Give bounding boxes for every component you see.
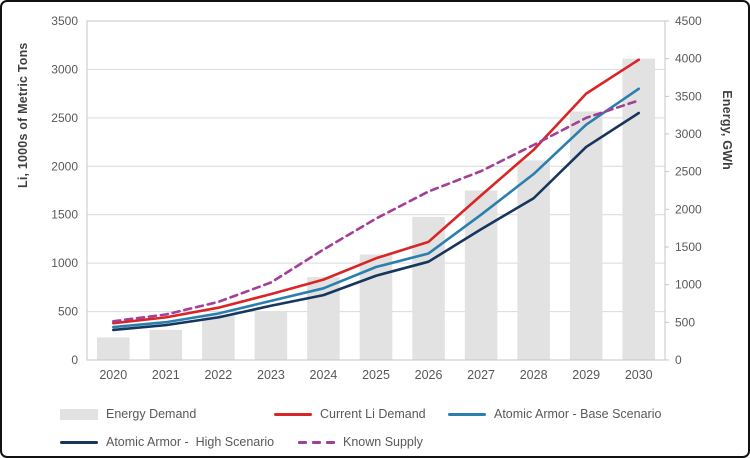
x-tick-label-2022: 2022 — [204, 368, 232, 382]
legend-item-atomic-armor-base-scenario: Atomic Armor - Base Scenario — [448, 406, 661, 422]
bar-2023 — [254, 311, 288, 360]
right-tick-label-3500: 3500 — [675, 89, 702, 103]
legend-item-known-supply: Known Supply — [298, 434, 423, 450]
bar-2021 — [149, 329, 183, 360]
legend-swatch-icon — [448, 412, 486, 416]
left-axis-title: Li, 1000s of Metric Tons — [16, 42, 30, 188]
x-tick-label-2021: 2021 — [152, 368, 180, 382]
right-tick-label-1000: 1000 — [675, 278, 702, 292]
x-tick-label-2026: 2026 — [415, 368, 443, 382]
x-tick-label-2030: 2030 — [625, 368, 653, 382]
bar-2030 — [622, 58, 656, 361]
left-tick-label-3000: 3000 — [51, 62, 78, 76]
legend-item-atomic-armor-high-scenario: Atomic Armor - High Scenario — [60, 434, 274, 450]
line-series-3 — [111, 99, 641, 323]
legend-swatch-icon — [298, 440, 335, 444]
bar-2026 — [412, 216, 445, 360]
bar-2020 — [96, 337, 130, 360]
x-tick-label-2029: 2029 — [572, 368, 600, 382]
chart-canvas: 0 500 1000 1500 2000 2500 3000 3500 0 500 1000 1500… — [51, 14, 702, 382]
right-tick-label-4000: 4000 — [675, 52, 702, 66]
right-tick-label-3000: 3000 — [675, 127, 702, 141]
x-tick-label-2024: 2024 — [310, 368, 338, 382]
legend-swatch-icon — [60, 440, 98, 444]
legend-swatch-icon — [60, 408, 98, 420]
legend-label: Current Li Demand — [320, 407, 426, 421]
right-tick-label-2000: 2000 — [675, 202, 702, 216]
left-tick-label-500: 500 — [58, 305, 78, 319]
right-tick-label-0: 0 — [675, 353, 682, 367]
legend-label: Known Supply — [343, 435, 423, 449]
bar-2029 — [569, 111, 603, 361]
left-tick-label-3500: 3500 — [51, 14, 78, 28]
right-tick-label-4500: 4500 — [675, 14, 702, 28]
legend-label: Energy Demand — [106, 407, 197, 421]
left-tick-label-2000: 2000 — [51, 159, 78, 173]
left-tick-label-2500: 2500 — [51, 111, 78, 125]
legend-item-current-li-demand: Current Li Demand — [274, 406, 426, 422]
left-tick-label-0: 0 — [71, 353, 78, 367]
x-tick-label-2028: 2028 — [520, 368, 548, 382]
line-series-2 — [111, 111, 641, 332]
legend-label: Atomic Armor - Base Scenario — [494, 407, 662, 421]
legend-swatch-icon — [274, 412, 312, 416]
x-tick-label-2020: 2020 — [99, 368, 127, 382]
legend-item-energy-demand: Energy Demand — [60, 406, 196, 422]
left-tick-label-1000: 1000 — [51, 256, 78, 270]
right-tick-label-2500: 2500 — [675, 165, 702, 179]
line-series-0 — [111, 58, 641, 325]
right-axis-title: Energy, GWh — [720, 90, 734, 170]
bar-2022 — [202, 314, 235, 360]
left-tick-label-1500: 1500 — [51, 208, 78, 222]
x-tick-label-2025: 2025 — [362, 368, 390, 382]
bar-2027 — [464, 190, 498, 360]
right-tick-label-1500: 1500 — [675, 240, 702, 254]
bar-2028 — [517, 160, 550, 360]
legend-label: Atomic Armor - High Scenario — [106, 435, 275, 449]
x-tick-label-2023: 2023 — [257, 368, 285, 382]
plot-frame — [86, 20, 666, 361]
right-tick-label-500: 500 — [675, 315, 695, 329]
x-tick-label-2027: 2027 — [467, 368, 495, 382]
line-series-1 — [111, 87, 641, 329]
